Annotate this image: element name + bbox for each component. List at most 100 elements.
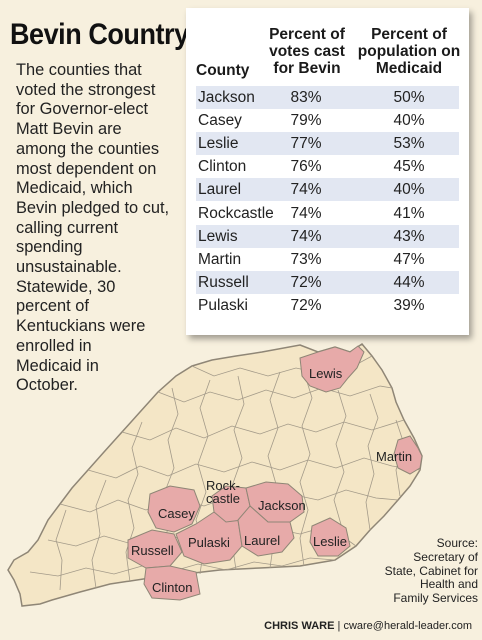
credit-separator: | [334, 620, 344, 632]
intro-line: most dependent on [16, 159, 157, 178]
label-casey: Casey [158, 506, 195, 521]
label-lewis: Lewis [309, 366, 343, 381]
intro-line: voted the strongest [16, 80, 156, 99]
intro-line: The counties that [16, 61, 142, 79]
cell-county: Pulaski [198, 296, 248, 314]
source-line: State, Cabinet for [384, 563, 478, 578]
column-header-line: votes cast [269, 43, 345, 60]
cell-county: Laurel [198, 181, 242, 199]
credit-name: CHRIS WARE [264, 620, 335, 632]
data-table: County Percent of votes cast for Bevin P… [186, 8, 469, 335]
column-header-votes: Percent of votes cast for Bevin [262, 26, 352, 77]
table-row: Clinton 76% 45% [196, 155, 459, 178]
cell-medicaid: 47% [393, 250, 425, 268]
table-row: Rockcastle 74% 41% [196, 202, 459, 225]
table-row: Lewis 74% 43% [196, 224, 459, 248]
cell-votes: 83% [290, 89, 322, 106]
cell-votes: 74% [290, 204, 322, 222]
page-title: Bevin Country [10, 18, 189, 51]
source-line: Source: [436, 536, 478, 550]
cell-votes: 73% [290, 250, 322, 268]
label-rockcastle-2: castle [206, 491, 240, 506]
intro-line: Bevin pledged to cut, [16, 198, 170, 217]
source-line: Family Services [393, 591, 478, 606]
county-martin [393, 435, 423, 475]
intro-line: calling current [16, 218, 119, 237]
cell-votes: 74% [290, 181, 322, 199]
label-russell: Russell [131, 543, 174, 558]
cell-votes: 74% [290, 227, 322, 245]
source-line: Health and [419, 577, 478, 592]
label-leslie: Leslie [313, 534, 347, 549]
cell-county: Lewis [198, 227, 238, 245]
intro-line: for Governor-elect [16, 100, 149, 119]
state-outline [7, 343, 423, 607]
intro-line: Medicaid in [16, 356, 99, 375]
intro-line: Medicaid, which [16, 179, 133, 198]
cell-medicaid: 53% [393, 135, 425, 153]
county-casey [147, 485, 201, 533]
cell-votes: 79% [290, 112, 322, 130]
column-header-line: County [196, 62, 250, 79]
cell-county: Clinton [198, 158, 247, 176]
cell-county: Jackson [198, 89, 255, 106]
county-leslie [309, 517, 351, 557]
county-lewis [299, 345, 365, 393]
cell-medicaid: 39% [393, 296, 425, 314]
county-laurel [237, 505, 295, 557]
intro-line: unsustainable. [16, 258, 122, 277]
cell-medicaid: 41% [393, 204, 425, 222]
table-row: Laurel 74% 40% [196, 178, 459, 202]
cell-medicaid: 40% [393, 112, 425, 130]
table-row: Pulaski 72% 39% [196, 294, 459, 317]
county-clinton [143, 565, 201, 601]
column-header-county: County [196, 62, 256, 79]
cell-county: Martin [198, 250, 242, 268]
cell-county: Leslie [198, 135, 239, 153]
label-rockcastle-1: Rock- [206, 478, 240, 493]
cell-medicaid: 43% [393, 227, 425, 245]
label-laurel: Laurel [244, 533, 280, 548]
credit-line: CHRIS WARE | cware@herald-leader.com [264, 620, 472, 632]
table-row: Casey 79% 40% [196, 109, 459, 132]
column-header-medicaid: Percent of population on Medicaid [354, 26, 464, 77]
intro-line: Matt Bevin are [16, 120, 122, 139]
column-header-line: population on [357, 43, 461, 60]
source-note: Source: Secretary of State, Cabinet for … [378, 536, 478, 606]
intro-line: enrolled in [16, 336, 92, 355]
cell-medicaid: 40% [393, 181, 425, 199]
cell-medicaid: 45% [393, 158, 425, 176]
intro-line: Kentuckians were [16, 317, 146, 336]
cell-county: Russell [198, 273, 249, 291]
intro-line: Statewide, 30 [16, 277, 116, 296]
table-row: Russell 72% 44% [196, 270, 459, 294]
cell-medicaid: 44% [393, 273, 425, 291]
intro-line: October. [16, 376, 78, 395]
source-line: Secretary of [413, 549, 478, 564]
cell-medicaid: 50% [393, 89, 425, 106]
county-labels: Lewis Martin Rock- castle Jackson Casey … [131, 366, 412, 595]
column-header-line: Medicaid [375, 60, 443, 77]
table-row: Leslie 77% 53% [196, 132, 459, 156]
label-clinton: Clinton [152, 580, 192, 595]
label-martin: Martin [376, 449, 412, 464]
highlighted-counties [127, 345, 423, 601]
column-header-line: Percent of [371, 26, 447, 43]
intro-line: spending [16, 238, 83, 257]
table-row: Martin 73% 47% [196, 248, 459, 271]
table-row: Jackson 83% 50% [196, 86, 459, 109]
county-russell [127, 529, 183, 569]
cell-votes: 76% [290, 158, 322, 176]
label-pulaski: Pulaski [188, 535, 230, 550]
cell-votes: 72% [290, 273, 322, 291]
intro-line: percent of [16, 297, 89, 316]
cell-votes: 72% [290, 296, 322, 314]
intro-text: The counties that voted the strongest fo… [16, 61, 216, 396]
label-jackson: Jackson [258, 498, 306, 513]
cell-votes: 77% [290, 135, 322, 153]
cell-county: Rockcastle [198, 204, 274, 222]
cell-county: Casey [198, 112, 242, 130]
credit-email: cware@herald-leader.com [343, 620, 472, 632]
column-header-line: for Bevin [273, 60, 341, 77]
